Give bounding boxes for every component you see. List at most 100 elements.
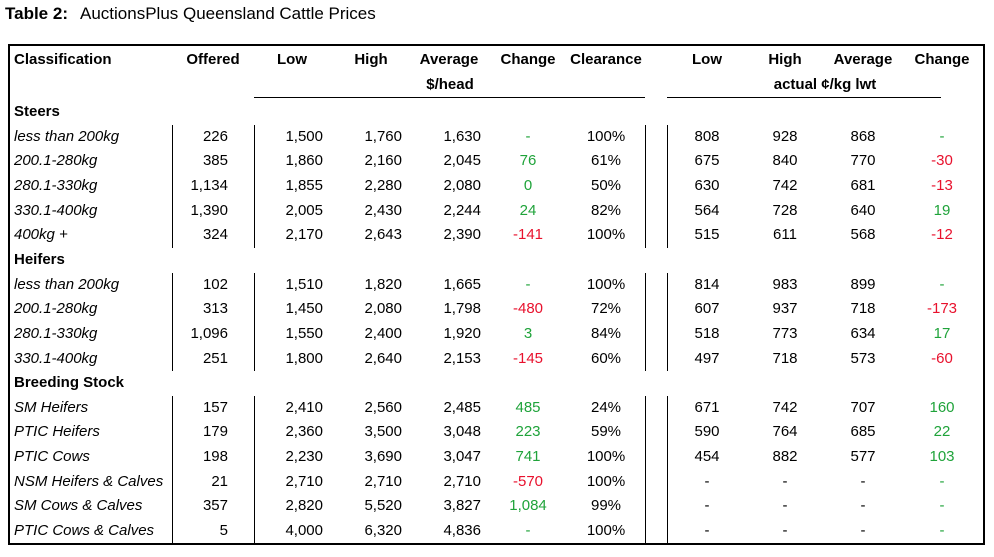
cell: 2,410 — [285, 398, 323, 416]
cell: 2,430 — [364, 201, 402, 219]
unit-label: $/head — [426, 76, 474, 93]
cell: - — [704, 522, 710, 540]
cell: 50% — [590, 176, 622, 194]
cell: 1,860 — [285, 152, 323, 170]
column-header: Offered — [186, 51, 240, 68]
cell: 84% — [590, 324, 622, 342]
cell: - — [704, 472, 710, 490]
cell: - — [860, 472, 866, 490]
cell: -145 — [512, 349, 544, 367]
cell: 2,820 — [285, 497, 323, 515]
cell: 718 — [772, 349, 798, 367]
cell: 1,920 — [443, 324, 481, 342]
cell: 4,000 — [285, 522, 323, 540]
cell: 1,665 — [443, 275, 481, 293]
cell: -141 — [512, 226, 544, 244]
title-text: AuctionsPlus Queensland Cattle Prices — [80, 4, 376, 23]
row-label: 200.1-280kg — [14, 300, 98, 318]
row-label: 280.1-330kg — [14, 176, 98, 194]
cell: 324 — [202, 226, 228, 244]
cell: 179 — [202, 423, 228, 441]
cell: 5 — [219, 522, 228, 540]
cell: 2,080 — [364, 300, 402, 318]
cell: 4,836 — [443, 522, 481, 540]
cell: 2,153 — [443, 349, 481, 367]
unit-rule — [667, 97, 941, 98]
title-label: Table 2: — [5, 4, 68, 23]
cell: 611 — [773, 226, 797, 244]
cell: 2,710 — [285, 472, 323, 490]
cell: 564 — [694, 201, 720, 219]
cell: 3,048 — [443, 423, 481, 441]
cell: - — [525, 522, 531, 540]
cell: 814 — [694, 275, 720, 293]
cell: 1,450 — [285, 300, 323, 318]
column-header: High — [768, 51, 802, 68]
cell: 2,485 — [443, 398, 481, 416]
cell: 2,170 — [285, 226, 323, 244]
cell: -30 — [931, 152, 953, 170]
cell: 385 — [202, 152, 228, 170]
cell: 937 — [772, 300, 798, 318]
column-rule — [172, 272, 173, 372]
row-label: 200.1-280kg — [14, 152, 98, 170]
cell: - — [525, 127, 531, 145]
cell: 770 — [850, 152, 876, 170]
column-header: Average — [419, 51, 479, 68]
cell: 157 — [202, 398, 228, 416]
column-header: Average — [833, 51, 893, 68]
cell: 1,134 — [190, 176, 228, 194]
cell: 2,005 — [285, 201, 323, 219]
cell: 3 — [523, 324, 533, 342]
cell: 2,400 — [364, 324, 402, 342]
cell: - — [704, 497, 710, 515]
cell: 223 — [515, 423, 541, 441]
cell: 630 — [694, 176, 720, 194]
section-header: Breeding Stock — [14, 374, 125, 392]
cell: 61% — [590, 152, 622, 170]
cell: - — [939, 127, 945, 145]
cell: 1,798 — [443, 300, 481, 318]
cell: 983 — [772, 275, 798, 293]
row-label: SM Heifers — [14, 398, 89, 416]
cell: -60 — [931, 349, 953, 367]
row-label: 280.1-330kg — [14, 324, 98, 342]
cell: 100% — [586, 448, 626, 466]
row-label: less than 200kg — [14, 275, 120, 293]
cell: 1,550 — [285, 324, 323, 342]
cell: 573 — [850, 349, 876, 367]
cell: 675 — [694, 152, 720, 170]
cell: 685 — [850, 423, 876, 441]
cell: 100% — [586, 127, 626, 145]
cell: -570 — [512, 472, 544, 490]
cell: 1,390 — [190, 201, 228, 219]
column-rule — [172, 124, 173, 248]
cell: 19 — [933, 201, 951, 219]
cell: - — [939, 497, 945, 515]
row-label: PTIC Heifers — [14, 423, 100, 441]
cell: 82% — [590, 201, 622, 219]
cell: 100% — [586, 226, 626, 244]
cell: 515 — [694, 226, 720, 244]
column-rule — [667, 124, 668, 248]
cell: - — [939, 472, 945, 490]
cell: 2,560 — [364, 398, 402, 416]
cell: 640 — [850, 201, 876, 219]
cell: 160 — [929, 398, 955, 416]
cell: 1,800 — [285, 349, 323, 367]
cell: 5,520 — [364, 497, 402, 515]
cell: 100% — [586, 472, 626, 490]
cell: - — [939, 275, 945, 293]
cell: 22 — [933, 423, 951, 441]
cell: 2,244 — [443, 201, 481, 219]
cell: 100% — [586, 275, 626, 293]
cell: 1,630 — [443, 127, 481, 145]
cell: 2,280 — [364, 176, 402, 194]
cell: 357 — [202, 497, 228, 515]
cell: 72% — [590, 300, 622, 318]
cell: 607 — [694, 300, 720, 318]
cell: 313 — [202, 300, 228, 318]
row-label: PTIC Cows — [14, 448, 90, 466]
cell: 102 — [202, 275, 228, 293]
